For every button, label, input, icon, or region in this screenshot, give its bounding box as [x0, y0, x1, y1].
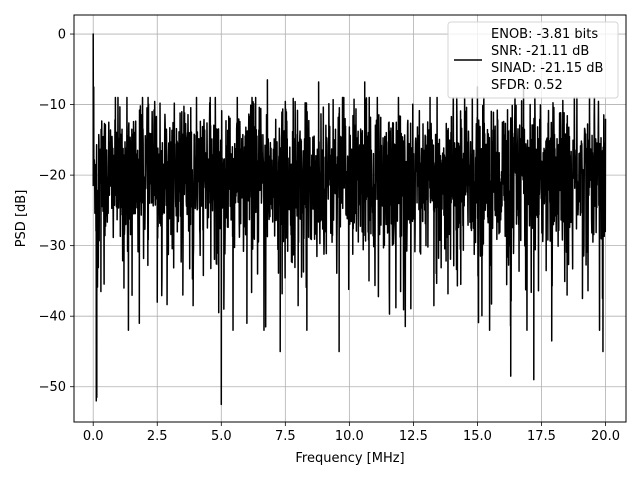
x-tick-label: 17.5	[527, 429, 556, 444]
y-tick-label: −40	[39, 310, 66, 325]
x-tick-label: 5.0	[211, 429, 232, 444]
x-tick-label: 15.0	[463, 429, 492, 444]
x-tick-label: 2.5	[147, 429, 168, 444]
y-tick-label: −50	[39, 380, 66, 395]
y-tick-label: −20	[39, 169, 66, 184]
x-tick-label: 10.0	[335, 429, 364, 444]
x-axis-label: Frequency [MHz]	[295, 451, 404, 466]
legend-sfdr: SFDR: 0.52	[491, 78, 563, 93]
x-tick-label: 20.0	[591, 429, 620, 444]
legend: ENOB: -3.81 bits SNR: -21.11 dB SINAD: -…	[447, 21, 619, 99]
y-tick-label: −30	[39, 239, 66, 254]
legend-box	[447, 21, 619, 99]
plot-frame	[73, 14, 627, 423]
legend-enob: ENOB: -3.81 bits	[491, 27, 598, 42]
x-tick-label: 0.0	[83, 429, 104, 444]
legend-snr: SNR: -21.11 dB	[491, 44, 589, 59]
legend-sinad: SINAD: -21.15 dB	[491, 61, 603, 76]
psd-line	[92, 33, 607, 406]
y-axis-label: PSD [dB]	[14, 190, 29, 248]
x-tick-label: 7.5	[275, 429, 296, 444]
x-tick-label: 12.5	[399, 429, 428, 444]
psd-trace	[92, 33, 607, 406]
x-axis-ticks: 0.0 2.5 5.0 7.5 10.0 12.5 15.0 17.5 20.0	[83, 422, 620, 444]
y-tick-label: −10	[39, 98, 66, 113]
y-axis-ticks: 0 −10 −20 −30 −40 −50	[39, 28, 74, 395]
y-tick-label: 0	[58, 28, 66, 43]
